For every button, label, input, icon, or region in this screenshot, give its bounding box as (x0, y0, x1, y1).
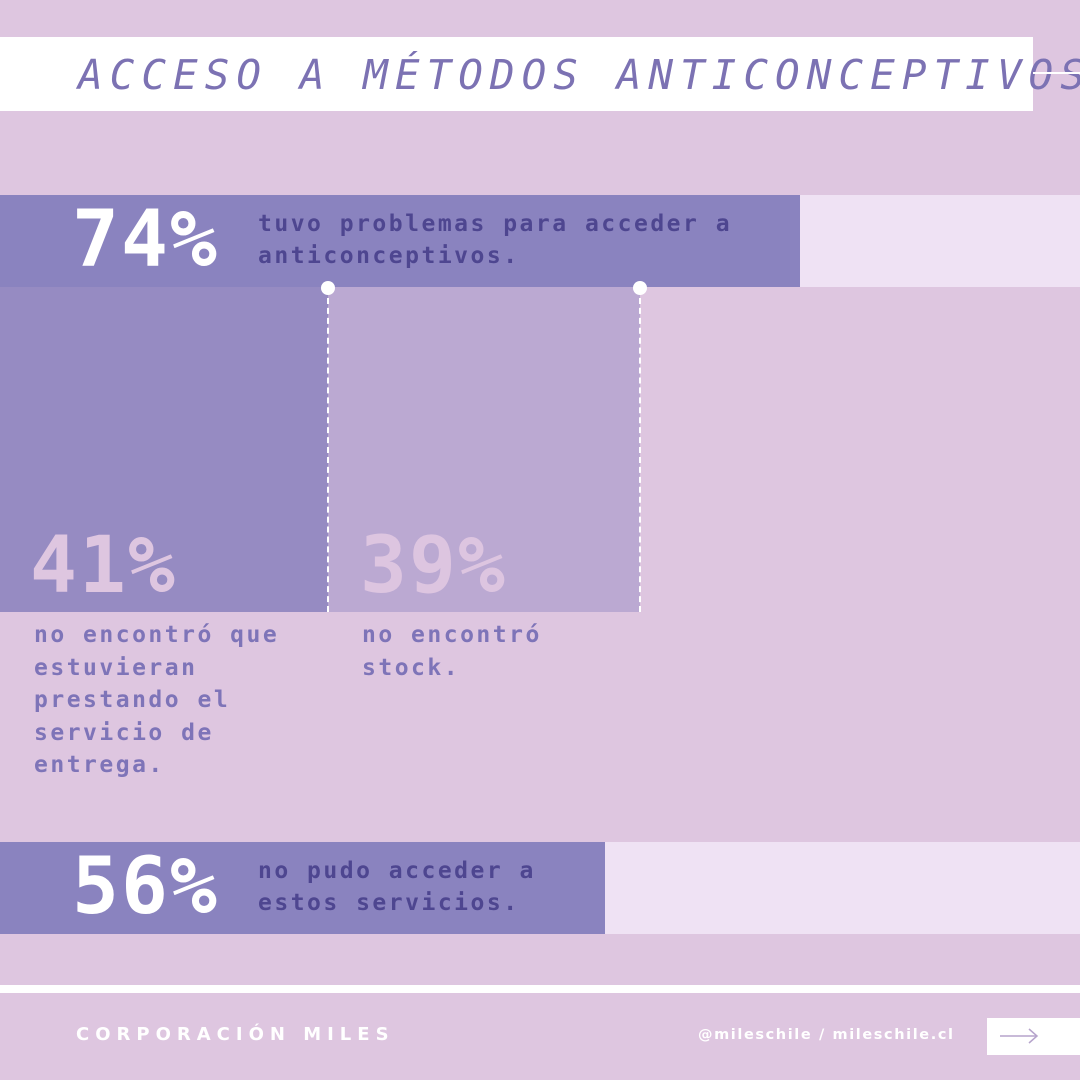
title-box (0, 37, 1033, 111)
stat-56-label: no pudo acceder a estos servicios. (258, 858, 536, 916)
connector-dot (321, 281, 335, 295)
next-button[interactable] (987, 1018, 1080, 1055)
bar-41-block (0, 287, 328, 612)
organization-name: CORPORACIÓN MILES (76, 1024, 395, 1045)
bar-74-fill (0, 195, 800, 287)
stat-74-value: 74% (72, 195, 219, 285)
stat-39-value: 39% (360, 521, 507, 611)
social-handle: @mileschile / mileschile.cl (698, 1027, 955, 1043)
stat-41-value: 41% (30, 521, 177, 611)
title-rule (1033, 72, 1080, 74)
dashed-divider-41 (327, 288, 329, 612)
arrow-right-icon (1000, 1028, 1039, 1044)
stat-56-value: 56% (72, 842, 219, 932)
dashed-divider-39 (639, 288, 641, 612)
bar-56-fill (0, 842, 605, 934)
connector-dot (633, 281, 647, 295)
page-title: ACCESO A MÉTODOS ANTICONCEPTIVOS (78, 51, 1080, 99)
stat-39-label: no encontró stock. (362, 622, 542, 681)
stat-41-label: no encontró que estuvieran prestando el … (34, 622, 280, 778)
stat-74-label: tuvo problemas para acceder a anticoncep… (258, 211, 733, 269)
footer-rule (0, 985, 1080, 993)
bar-39-block (328, 287, 640, 612)
